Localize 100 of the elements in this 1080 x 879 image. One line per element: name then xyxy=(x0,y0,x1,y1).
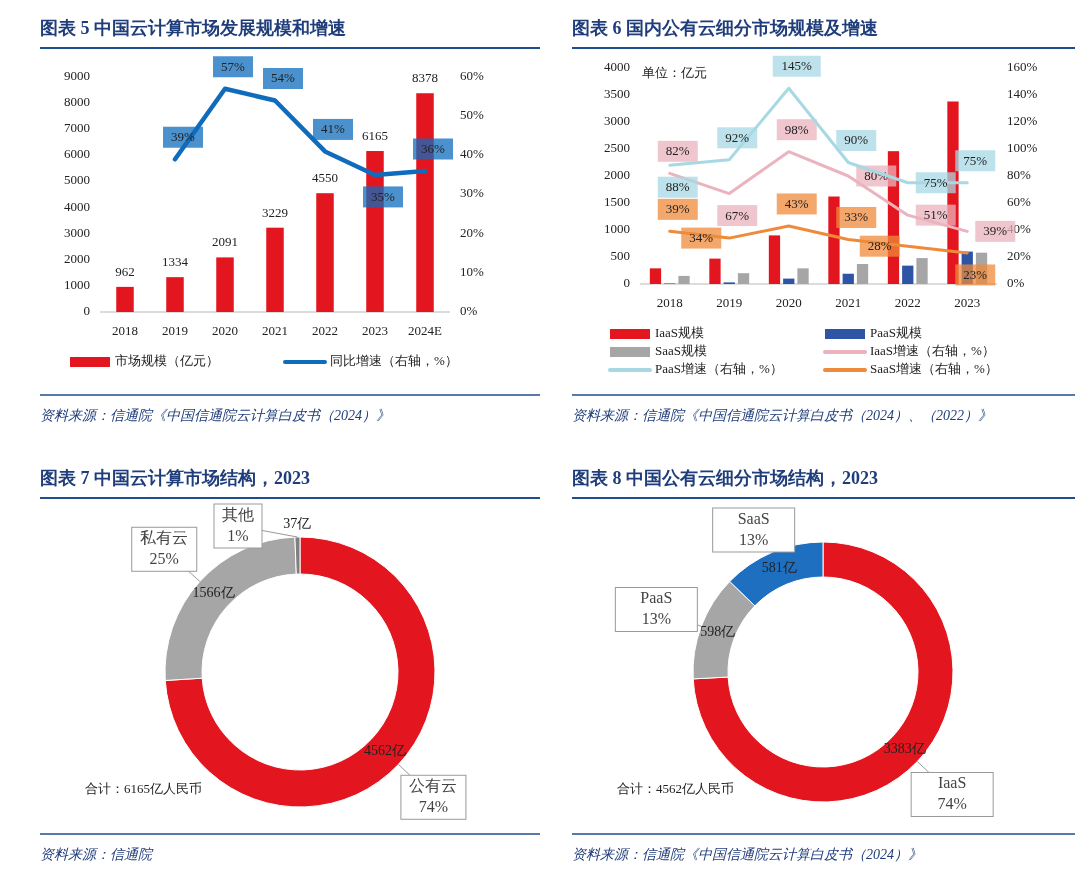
x-tick-label: 2022 xyxy=(894,294,921,310)
slice-label: SaaS xyxy=(737,509,770,527)
data-label: 2091 xyxy=(212,234,238,250)
data-label: 23% xyxy=(963,266,988,282)
y2-tick-label: 40% xyxy=(1007,220,1031,236)
data-label: 75% xyxy=(963,152,988,168)
text: 资料来源：信通院《中国信通院云计算白皮书（2024）、（2022）》 xyxy=(572,408,992,424)
y-tick-label: 4000 xyxy=(64,198,90,214)
data-label: 28% xyxy=(867,238,892,254)
x-tick-label: 2020 xyxy=(212,322,238,338)
chart-title: 图表 5 中国云计算市场发展规模和增速 xyxy=(40,18,346,39)
legend-item: 市场规模（亿元） xyxy=(70,353,219,368)
legend-label: IaaS增速（右轴，%） xyxy=(870,342,995,358)
data-label: 1566亿 xyxy=(192,585,235,601)
data-label: 51% xyxy=(923,207,948,223)
y-tick-label: 3000 xyxy=(64,224,90,240)
data-label: 57% xyxy=(221,58,246,74)
data-label: 75% xyxy=(923,174,948,190)
chart-title: 图表 6 国内公有云细分市场规模及增速 xyxy=(572,18,878,39)
y-tick-label: 1000 xyxy=(64,276,90,292)
legend-label: 同比增速（右轴，%） xyxy=(330,352,458,368)
data-label: 3229 xyxy=(262,204,288,220)
x-tick-label: 2022 xyxy=(312,322,338,338)
legend-item: PaaS增速（右轴，%） xyxy=(608,361,783,376)
data-label: 43% xyxy=(784,195,809,211)
text: 资料来源：信通院《中国信通院云计算白皮书（2024）》 xyxy=(572,847,922,863)
data-label: 82% xyxy=(665,143,690,159)
data-label: 92% xyxy=(725,129,750,145)
x-tick-label: 2019 xyxy=(716,294,743,310)
text: 资料来源：信通院 xyxy=(40,847,154,863)
y-tick-label: 9000 xyxy=(64,67,90,83)
y2-tick-label: 0% xyxy=(460,302,478,318)
legend-label: SaaS增速（右轴，%） xyxy=(870,360,998,376)
data-label: 598亿 xyxy=(700,623,736,639)
data-label: 41% xyxy=(321,121,346,137)
x-tick-label: 2024E xyxy=(408,322,443,338)
y2-tick-label: 0% xyxy=(1007,274,1025,290)
x-tick-label: 2021 xyxy=(262,322,288,338)
y-tick-label: 500 xyxy=(610,247,630,263)
y-tick-label: 6000 xyxy=(64,146,90,162)
legend-item: SaaS规模 xyxy=(610,343,707,358)
y-tick-label: 2000 xyxy=(604,166,630,182)
data-label: 90% xyxy=(844,132,869,148)
y2-tick-label: 160% xyxy=(1007,58,1038,74)
text: 25% xyxy=(149,549,179,567)
y2-tick-label: 10% xyxy=(460,263,484,279)
y2-tick-label: 140% xyxy=(1007,85,1038,101)
chart-title: 图表 7 中国云计算市场结构，2023 xyxy=(40,468,310,489)
data-label: 88% xyxy=(665,179,690,195)
y2-tick-label: 100% xyxy=(1007,139,1038,155)
data-label: 39% xyxy=(171,129,196,145)
legend-item: SaaS增速（右轴，%） xyxy=(823,361,998,376)
y2-tick-label: 20% xyxy=(460,224,484,240)
y2-tick-label: 30% xyxy=(460,185,484,201)
legend-label: SaaS规模 xyxy=(655,342,707,358)
legend-label: 市场规模（亿元） xyxy=(115,352,219,368)
y2-tick-label: 120% xyxy=(1007,112,1038,128)
chart-title: 图表 8 中国公有云细分市场结构，2023 xyxy=(572,468,878,489)
slice-label: PaaS xyxy=(640,589,673,607)
y-tick-label: 8000 xyxy=(64,94,90,110)
y-tick-label: 3000 xyxy=(604,112,630,128)
y2-tick-label: 80% xyxy=(1007,166,1031,182)
text: 合计：4562亿人民币 xyxy=(617,780,735,798)
data-label: 1334 xyxy=(162,254,189,270)
x-tick-label: 2021 xyxy=(835,294,862,310)
y2-tick-label: 40% xyxy=(460,146,484,162)
y-tick-label: 4000 xyxy=(604,58,630,74)
y-tick-label: 1500 xyxy=(604,193,630,209)
data-label: 36% xyxy=(421,140,446,156)
legend-label: PaaS规模 xyxy=(870,324,922,340)
data-label: 98% xyxy=(784,121,809,137)
data-label: 145% xyxy=(781,58,813,74)
text: 资料来源：信通院《中国信通院云计算白皮书（2024）》 xyxy=(40,408,390,424)
y-tick-label: 5000 xyxy=(64,172,90,188)
data-label: 33% xyxy=(844,209,869,225)
legend-item: IaaS规模 xyxy=(610,325,705,340)
y-tick-label: 2000 xyxy=(64,250,90,266)
y2-tick-label: 50% xyxy=(460,107,484,123)
data-label: 962 xyxy=(115,263,135,279)
legend-label: PaaS增速（右轴，%） xyxy=(655,360,783,376)
text: 74% xyxy=(937,795,967,813)
x-tick-label: 2023 xyxy=(362,322,388,338)
data-label: 67% xyxy=(725,207,750,223)
y2-tick-label: 60% xyxy=(1007,193,1031,209)
legend-item: PaaS规模 xyxy=(825,325,922,340)
data-label: 8378 xyxy=(412,70,438,86)
annotation: 单位：亿元 xyxy=(642,64,707,80)
y-tick-label: 1000 xyxy=(604,220,630,236)
data-label: 4562亿 xyxy=(363,742,406,758)
data-label: 581亿 xyxy=(761,559,797,575)
y-tick-label: 0 xyxy=(83,302,90,318)
y-tick-label: 0 xyxy=(623,274,630,290)
data-label: 54% xyxy=(271,70,296,86)
x-tick-label: 2018 xyxy=(656,294,683,310)
y2-tick-label: 60% xyxy=(460,67,484,83)
x-tick-label: 2019 xyxy=(162,322,188,338)
legend-item: 同比增速（右轴，%） xyxy=(283,353,458,368)
data-label: 4550 xyxy=(312,170,338,186)
text: 合计：6165亿人民币 xyxy=(85,780,203,798)
data-label: 3383亿 xyxy=(883,740,926,756)
